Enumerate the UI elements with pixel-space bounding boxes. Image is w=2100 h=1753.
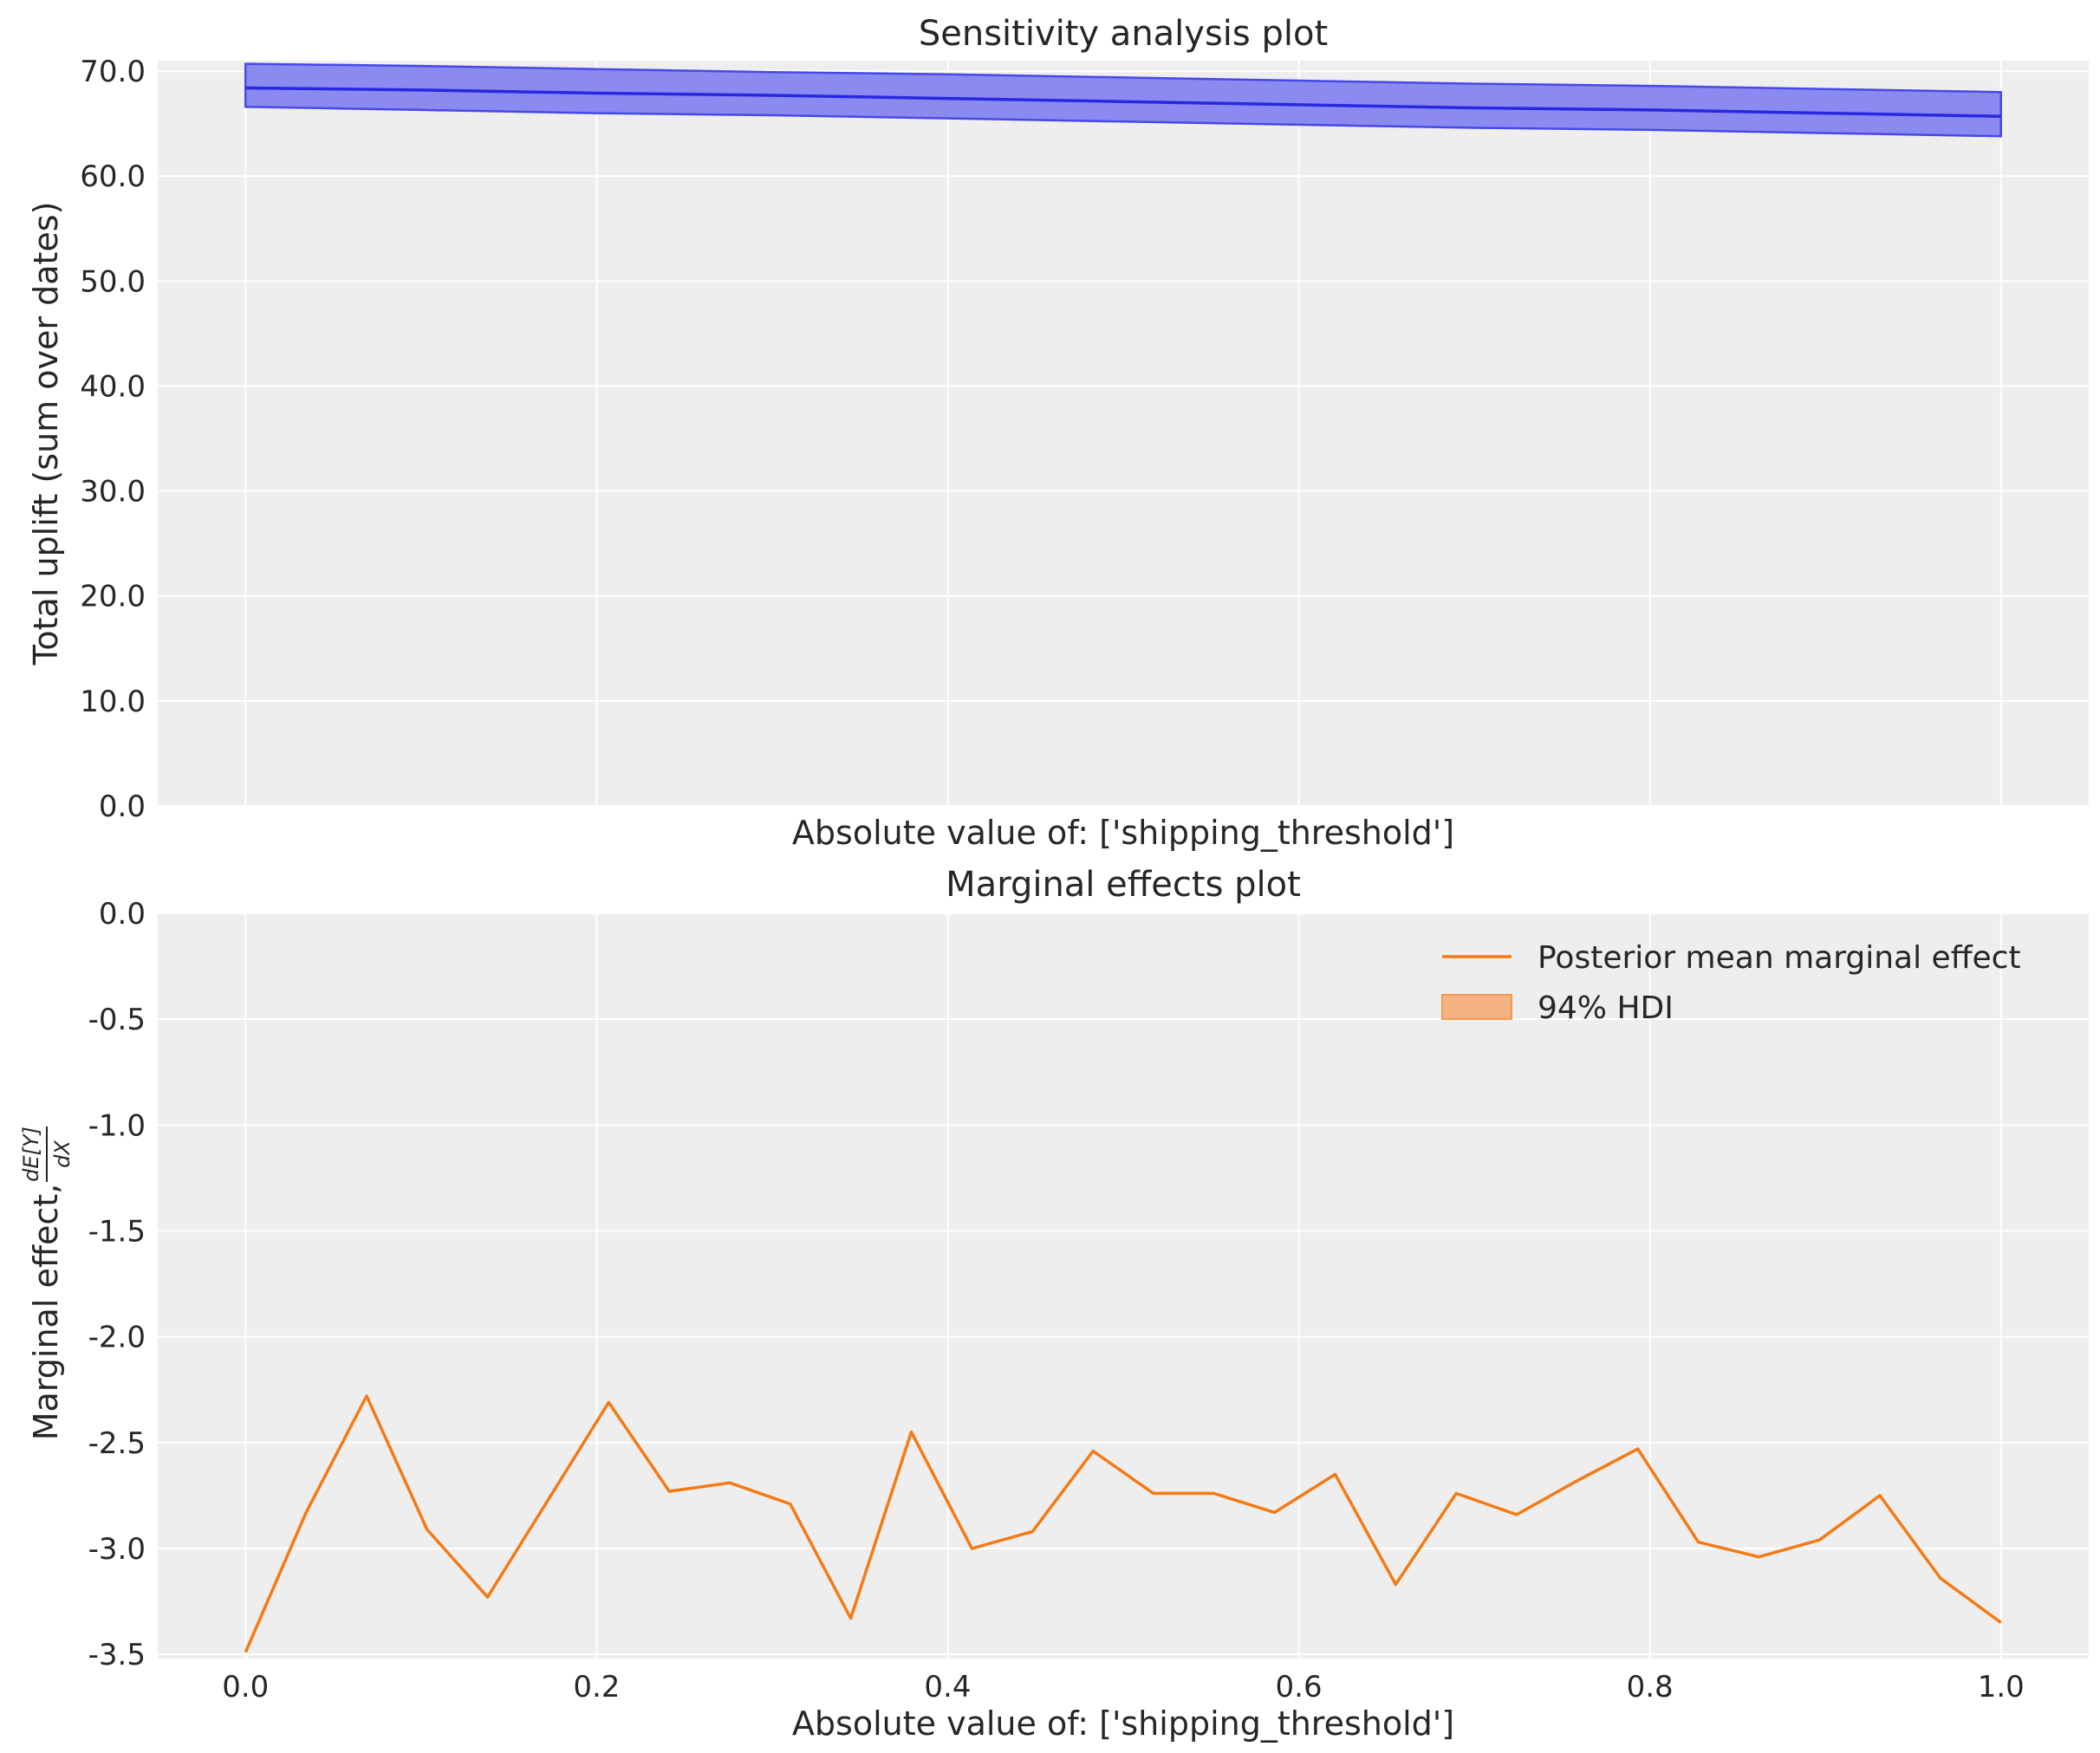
marginal-title: Marginal effects plot — [946, 865, 1301, 905]
marginal-plot-area — [158, 913, 2089, 1659]
marginal-ticks: 0.0 0.2 0.4 0.6 0.8 1.0 -3.5 -3.0 -2.5 -2.0 -1.5 -1… — [88, 897, 2025, 1704]
top-y-tick-0: 0.0 — [99, 789, 146, 824]
top-y-tick-3: 30.0 — [80, 475, 146, 510]
marginal-y-label-text: Marginal effect, — [27, 1184, 65, 1441]
marginal-effects-panel: 0.0 0.2 0.4 0.6 0.8 1.0 -3.5 -3.0 -2.5 -2.0 -1.5 -1… — [19, 865, 2089, 1743]
bot-y-tick-7: 0.0 — [99, 897, 146, 932]
bot-y-tick-3: -2.0 — [88, 1321, 146, 1355]
bot-y-tick-1: -3.0 — [88, 1532, 146, 1567]
marginal-x-label: Absolute value of: ['shipping_threshold'… — [792, 1704, 1454, 1743]
legend: Posterior mean marginal effect 94% HDI — [1441, 940, 2021, 1026]
marginal-grid — [158, 912, 2089, 1659]
sensitivity-panel: 0.0 10.0 20.0 30.0 40.0 50.0 60.0 70.0 Sensitiv… — [27, 14, 2089, 852]
top-y-tick-1: 10.0 — [80, 685, 146, 719]
marginal-y-label-numerator: dE[Y] — [19, 1126, 43, 1182]
legend-entry-mean: Posterior mean marginal effect — [1538, 940, 2021, 976]
top-y-tick-2: 20.0 — [80, 580, 146, 614]
sensitivity-y-ticks: 0.0 10.0 20.0 30.0 40.0 50.0 60.0 70.0 — [80, 55, 146, 824]
bot-x-tick-4: 0.8 — [1627, 1670, 1674, 1704]
bot-mean-line — [244, 1394, 2002, 1653]
legend-band-swatch — [1441, 994, 1512, 1020]
bot-y-tick-6: -0.5 — [88, 1003, 146, 1037]
bot-x-tick-2: 0.4 — [924, 1670, 971, 1704]
top-y-tick-7: 70.0 — [80, 55, 146, 89]
sensitivity-marks — [244, 62, 2002, 138]
marginal-y-label: Marginal effect, dE[Y] dX — [19, 1126, 75, 1440]
bot-y-tick-4: -1.5 — [88, 1214, 146, 1249]
top-y-tick-5: 50.0 — [80, 264, 146, 299]
top-y-tick-6: 60.0 — [80, 159, 146, 194]
sensitivity-title: Sensitivity analysis plot — [919, 14, 1328, 54]
bot-x-tick-0: 0.0 — [222, 1670, 269, 1704]
marginal-y-label-denominator: dX — [50, 1140, 75, 1168]
marginal-marks — [244, 1394, 2002, 1653]
top-mean-line — [245, 86, 2001, 118]
sensitivity-y-label: Total uplift (sum over dates) — [27, 202, 65, 666]
top-hdi-band — [244, 62, 2002, 138]
bot-y-tick-2: -2.5 — [88, 1426, 146, 1461]
bot-x-tick-5: 1.0 — [1978, 1670, 2025, 1704]
bot-y-tick-0: -3.5 — [88, 1638, 146, 1672]
bot-y-tick-5: -1.0 — [88, 1108, 146, 1143]
legend-entry-hdi: 94% HDI — [1538, 990, 1674, 1026]
bot-x-tick-3: 0.6 — [1276, 1670, 1323, 1704]
bot-x-tick-1: 0.2 — [573, 1670, 620, 1704]
top-y-tick-4: 40.0 — [80, 369, 146, 404]
sensitivity-x-label: Absolute value of: ['shipping_threshold'… — [792, 814, 1454, 852]
sensitivity-plot-area — [158, 61, 2089, 806]
